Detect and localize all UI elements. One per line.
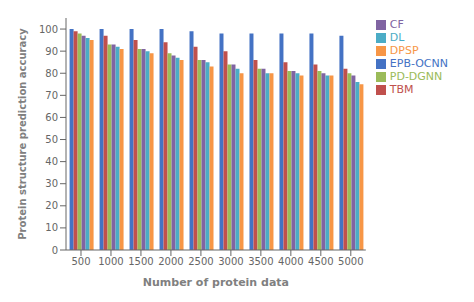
svg-text:40: 40 [45, 156, 58, 167]
html-text:DPSP: DPSP [389, 44, 419, 57]
svg-text:4000: 4000 [278, 256, 303, 267]
html-text:PD-DGNN: PD-DGNN [389, 70, 443, 83]
svg-text:5000: 5000 [338, 256, 363, 267]
html-text:CF: CF [389, 18, 404, 31]
svg-text:2000: 2000 [158, 256, 183, 267]
html-text:DL: DL [389, 31, 405, 44]
svg-text:60: 60 [45, 112, 58, 123]
svg-text:500: 500 [71, 256, 90, 267]
svg-text:0: 0 [52, 245, 58, 256]
svg-text:3500: 3500 [248, 256, 273, 267]
svg-text:2500: 2500 [188, 256, 213, 267]
svg-text:1500: 1500 [128, 256, 153, 267]
svg-text:20: 20 [45, 200, 58, 211]
svg-text:Number of protein data: Number of protein data [143, 276, 289, 289]
html-text:EPB-OCNN: EPB-OCNN [389, 57, 448, 70]
svg-text:100: 100 [39, 24, 58, 35]
svg-text:Protein structure prediction a: Protein structure prediction accuracy [17, 28, 28, 240]
svg-text:90: 90 [45, 46, 58, 57]
svg-text:3000: 3000 [218, 256, 243, 267]
svg-text:10: 10 [45, 222, 58, 233]
html-text:TBM: TBM [389, 83, 414, 96]
svg-text:4500: 4500 [308, 256, 333, 267]
svg-text:1000: 1000 [98, 256, 123, 267]
svg-text:80: 80 [45, 68, 58, 79]
svg-text:50: 50 [45, 134, 58, 145]
svg-text:30: 30 [45, 178, 58, 189]
svg-text:70: 70 [45, 90, 58, 101]
